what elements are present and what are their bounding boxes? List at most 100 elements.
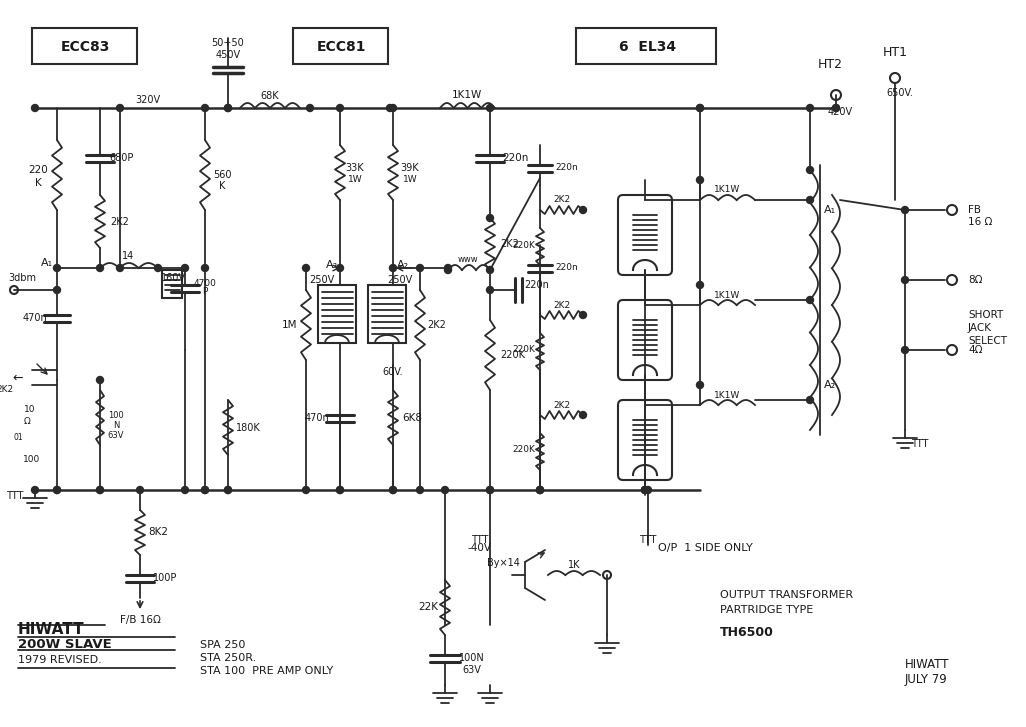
Text: 680P: 680P [110,153,134,163]
Text: 2K2: 2K2 [553,196,570,204]
Text: 470n: 470n [305,413,329,423]
Bar [368,285,406,343]
Circle shape [697,105,704,111]
Text: 560: 560 [212,170,231,180]
Text: 22K: 22K [418,602,438,612]
Text: 01: 01 [13,433,23,443]
Text: 39K: 39K [401,163,420,173]
Circle shape [580,411,587,419]
Circle shape [832,105,839,111]
Text: 250V: 250V [388,275,412,285]
Text: 2K2: 2K2 [501,239,519,249]
Circle shape [225,486,232,494]
Text: -40V: -40V [468,543,492,553]
Text: HT1: HT1 [882,46,908,58]
Text: 320V: 320V [135,95,160,105]
Circle shape [641,486,648,494]
Text: 220K: 220K [501,350,525,360]
Text: 1W: 1W [402,175,418,185]
Circle shape [53,286,61,294]
Text: 250V: 250V [310,275,334,285]
Circle shape [201,265,208,271]
Text: N: N [113,420,119,430]
Circle shape [580,206,587,214]
Circle shape [537,486,544,494]
Text: 1K1W: 1K1W [714,390,740,400]
Text: SHORT: SHORT [968,310,1003,320]
Circle shape [390,105,396,111]
Text: FB: FB [968,205,981,215]
Text: A₃: A₃ [326,260,339,270]
Circle shape [201,105,208,111]
Circle shape [303,265,310,271]
Circle shape [390,486,396,494]
Text: By×14: By×14 [486,558,519,568]
Circle shape [486,486,494,494]
Text: 8K2: 8K2 [148,527,168,537]
Circle shape [486,486,494,494]
Text: 33K: 33K [346,163,364,173]
Text: A₂: A₂ [397,260,409,270]
Text: F/B 16Ω: F/B 16Ω [120,615,160,625]
Text: ECC81: ECC81 [317,40,366,54]
Text: TTT: TTT [6,491,24,501]
Circle shape [832,105,839,111]
Text: 68K: 68K [261,91,279,101]
Text: 2K2: 2K2 [111,217,129,227]
Circle shape [307,105,314,111]
Circle shape [53,486,61,494]
Circle shape [902,347,908,353]
Text: STA 250R.: STA 250R. [200,653,256,663]
Text: 220K: 220K [513,446,536,454]
Text: K: K [219,181,225,191]
Bar [576,28,716,64]
Text: A₁: A₁ [824,205,836,215]
Text: 14: 14 [122,251,134,261]
Text: 63V: 63V [463,665,481,675]
Text: HT2: HT2 [818,58,842,71]
Text: 6  EL34: 6 EL34 [620,40,676,54]
Circle shape [697,281,704,289]
Text: PARTRIDGE TYPE: PARTRIDGE TYPE [720,605,814,615]
Circle shape [96,265,104,271]
Text: K: K [35,178,41,188]
Circle shape [417,486,424,494]
Circle shape [390,486,396,494]
Circle shape [136,486,144,494]
Text: O/P  1 SIDE ONLY: O/P 1 SIDE ONLY [658,543,753,553]
Text: 160V: 160V [160,273,186,283]
Text: 220K: 220K [513,345,536,355]
Circle shape [225,486,232,494]
Text: TH6500: TH6500 [720,625,774,638]
Text: 100P: 100P [153,573,177,583]
Circle shape [580,311,587,318]
Text: 1W: 1W [348,175,362,185]
Circle shape [641,486,648,494]
Text: 220n: 220n [556,263,579,273]
Circle shape [902,206,908,214]
Text: 4700: 4700 [194,278,216,287]
Text: 470n: 470n [23,313,47,323]
Circle shape [697,382,704,388]
Text: 1K1W: 1K1W [714,185,740,195]
Text: 4Ω: 4Ω [968,345,983,355]
Circle shape [644,486,652,494]
Circle shape [303,486,310,494]
Circle shape [182,486,189,494]
Text: www: www [458,255,478,265]
Text: TTT: TTT [911,439,929,449]
Text: 220n: 220n [556,164,579,172]
Text: 180K: 180K [236,423,261,433]
Circle shape [444,267,451,273]
Circle shape [337,486,344,494]
Circle shape [96,486,104,494]
Circle shape [902,276,908,284]
Text: Ω: Ω [24,417,31,425]
Text: SELECT: SELECT [968,336,1007,346]
Text: 100: 100 [108,411,124,419]
Circle shape [806,166,814,174]
Circle shape [96,377,104,384]
Text: SPA 250: SPA 250 [200,640,245,650]
Text: A₁: A₁ [41,258,53,268]
Text: 200W SLAVE: 200W SLAVE [18,638,112,651]
